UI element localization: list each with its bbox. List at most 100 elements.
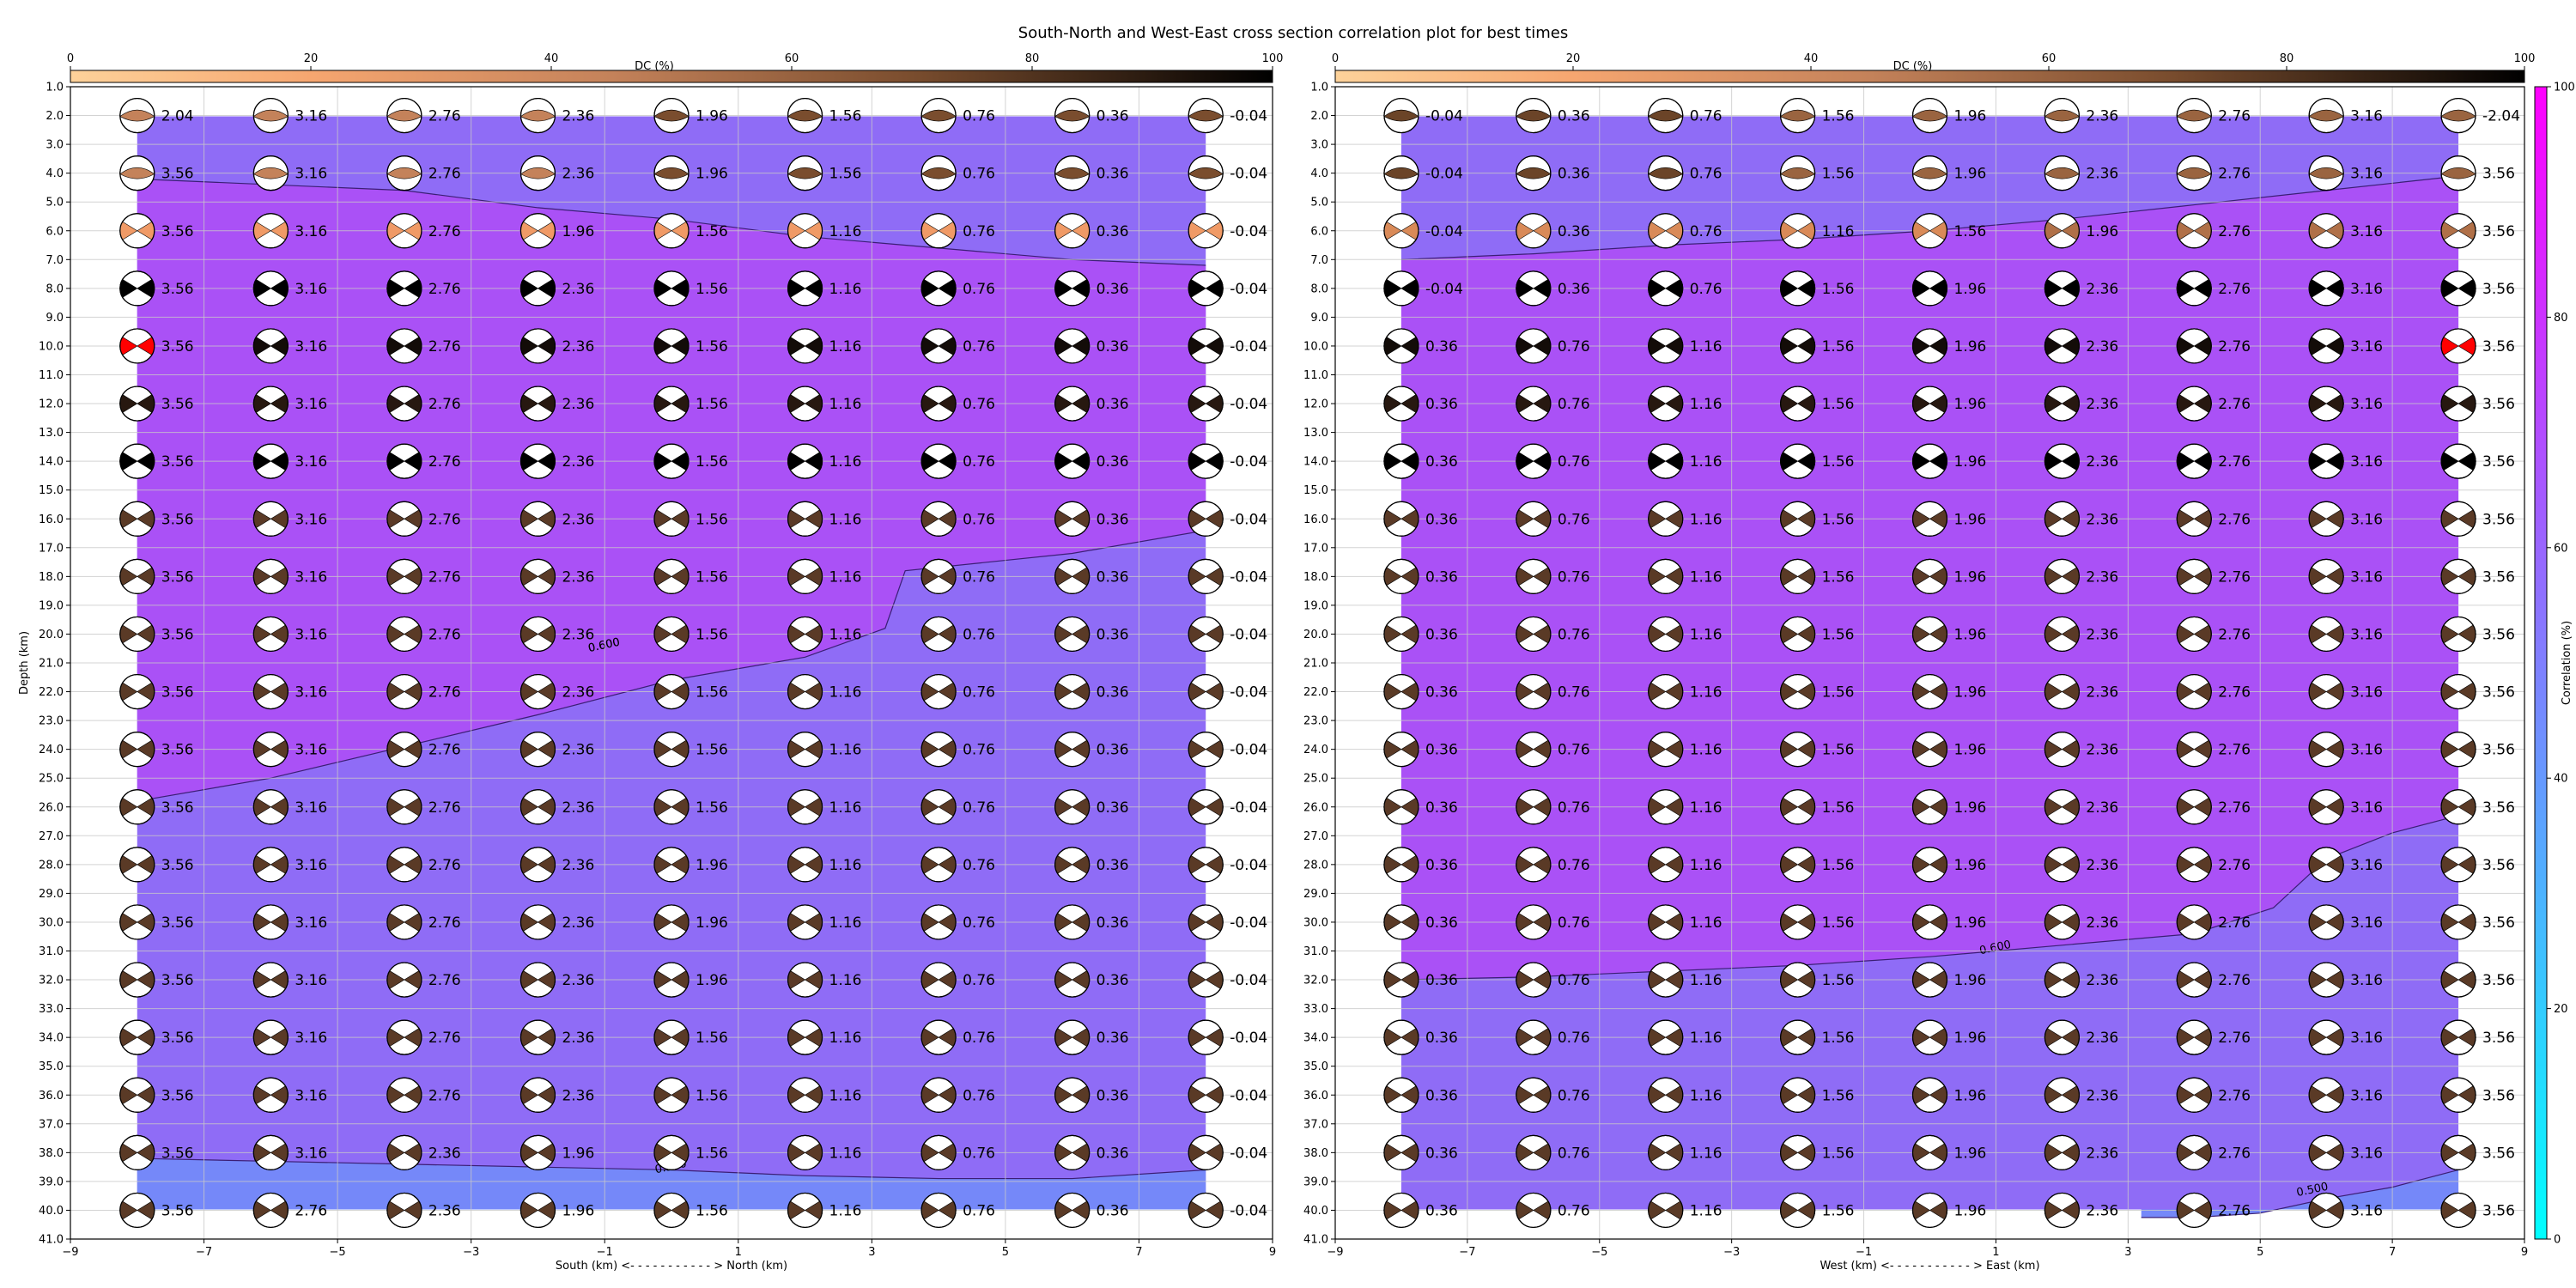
beachball-rim <box>2044 501 2080 537</box>
beachball: 2.76 <box>2176 732 2251 768</box>
timeshift-label: 1.56 <box>696 511 728 528</box>
correlation-tick-label: 40 <box>2554 773 2568 786</box>
beachball: 1.16 <box>1648 328 1722 364</box>
beachball-rim <box>1383 386 1419 422</box>
timeshift-label: 0.76 <box>1558 338 1590 355</box>
beachball-rim <box>1383 732 1419 768</box>
beachball: 0.36 <box>1383 443 1458 479</box>
beachball: 2.76 <box>386 962 461 998</box>
beachball: 1.96 <box>2044 213 2118 249</box>
beachball: -0.04 <box>1188 673 1267 710</box>
beachball: 0.76 <box>1648 155 1722 191</box>
x-tick-label: −7 <box>196 1246 212 1259</box>
timeshift-label: -0.04 <box>1230 914 1267 932</box>
y-tick-label: 1.0 <box>46 82 64 94</box>
beachball: 3.56 <box>2440 1134 2515 1170</box>
beachball-rim <box>386 443 422 479</box>
timeshift-label: 3.56 <box>161 166 194 183</box>
y-tick-label: 37.0 <box>1303 1118 1328 1131</box>
y-tick-label: 10.0 <box>39 340 64 353</box>
beachball: 3.56 <box>119 616 194 653</box>
timeshift-label: 1.96 <box>1954 626 1987 643</box>
beachball: 1.56 <box>1780 1134 1854 1170</box>
beachball: 3.56 <box>119 673 194 710</box>
timeshift-label: -0.04 <box>1230 626 1267 643</box>
beachball-rim <box>2044 328 2080 364</box>
timeshift-label: 1.56 <box>696 1030 728 1047</box>
x-tick-label: 7 <box>1135 1246 1142 1259</box>
beachball: 0.36 <box>1054 616 1129 653</box>
beachball: 0.76 <box>920 962 995 998</box>
beachball-rim <box>2440 97 2476 134</box>
beachball: 0.76 <box>920 1134 995 1170</box>
beachball: 3.16 <box>2308 558 2383 594</box>
beachball: 3.56 <box>2440 443 2515 479</box>
beachball: 1.56 <box>1780 328 1854 364</box>
timeshift-label: 3.16 <box>2350 108 2383 125</box>
timeshift-label: 0.36 <box>1425 799 1458 817</box>
timeshift-label: 3.16 <box>2350 338 2383 355</box>
beachball-rim <box>1516 789 1552 825</box>
beachball-rim <box>386 558 422 594</box>
timeshift-label: 2.76 <box>2218 626 2251 643</box>
beachball: 1.56 <box>1780 386 1854 422</box>
timeshift-label: 1.56 <box>696 742 728 759</box>
beachball: 0.36 <box>1054 847 1129 883</box>
beachball: 1.96 <box>519 1134 594 1170</box>
beachball-rim <box>787 558 823 594</box>
timeshift-label: 2.76 <box>2218 1030 2251 1047</box>
beachball-rim <box>2308 97 2344 134</box>
timeshift-label: 3.56 <box>2482 626 2515 643</box>
beachball: -0.04 <box>1383 270 1463 307</box>
timeshift-label: 1.16 <box>1690 1087 1722 1104</box>
beachball: 2.76 <box>386 904 461 940</box>
beachball: 2.76 <box>386 1077 461 1113</box>
beachball-rim <box>119 270 155 307</box>
beachball-rim <box>2176 904 2212 940</box>
timeshift-label: 2.36 <box>562 626 594 643</box>
beachball: 3.56 <box>119 1077 194 1113</box>
timeshift-label: 3.16 <box>295 742 327 759</box>
beachball: 3.16 <box>252 1134 327 1170</box>
timeshift-label: 2.36 <box>562 972 594 989</box>
timeshift-label: 0.76 <box>963 223 995 240</box>
beachball-rim <box>519 1134 556 1170</box>
beachball-rim <box>1911 386 1948 422</box>
beachball: 0.36 <box>1383 789 1458 825</box>
beachball-rim <box>1780 270 1816 307</box>
correlation-colorbar-label: Correlation (%) <box>2561 621 2573 705</box>
beachball-rim <box>2176 213 2212 249</box>
beachball-rim <box>2308 213 2344 249</box>
timeshift-label: 2.76 <box>2218 223 2251 240</box>
beachball: 2.76 <box>2176 1192 2251 1229</box>
timeshift-label: -0.04 <box>1230 1145 1267 1162</box>
timeshift-label: 3.56 <box>2482 742 2515 759</box>
beachball: 0.76 <box>920 443 995 479</box>
beachball-rim <box>1383 847 1419 883</box>
dc-tick-label: 20 <box>1566 52 1581 65</box>
timeshift-label: 0.76 <box>963 166 995 183</box>
beachball-rim <box>920 386 957 422</box>
timeshift-label: 1.56 <box>1822 511 1855 528</box>
beachball-rim <box>2176 962 2212 998</box>
beachball-rim <box>1648 155 1684 191</box>
beachball: 1.16 <box>1648 1192 1722 1229</box>
beachball: 3.16 <box>2308 904 2383 940</box>
timeshift-label: 0.76 <box>1558 857 1590 874</box>
beachball-rim <box>1911 673 1948 710</box>
timeshift-label: 0.76 <box>963 511 995 528</box>
y-tick-label: 17.0 <box>39 542 64 555</box>
timeshift-label: 1.16 <box>1690 568 1722 586</box>
x-tick-label: −3 <box>1723 1246 1740 1259</box>
timeshift-label: 0.76 <box>1558 799 1590 817</box>
beachball: 2.36 <box>519 386 594 422</box>
x-tick-label: 3 <box>2124 1246 2131 1259</box>
beachball: 2.36 <box>2044 386 2118 422</box>
beachball: 3.16 <box>2308 789 2383 825</box>
y-tick-label: 27.0 <box>1303 830 1328 843</box>
beachball: 1.56 <box>1780 501 1855 537</box>
beachball: 2.76 <box>2176 501 2251 537</box>
timeshift-label: 2.36 <box>562 914 594 932</box>
beachball: 2.36 <box>2044 673 2118 710</box>
beachball-rim <box>519 673 556 710</box>
